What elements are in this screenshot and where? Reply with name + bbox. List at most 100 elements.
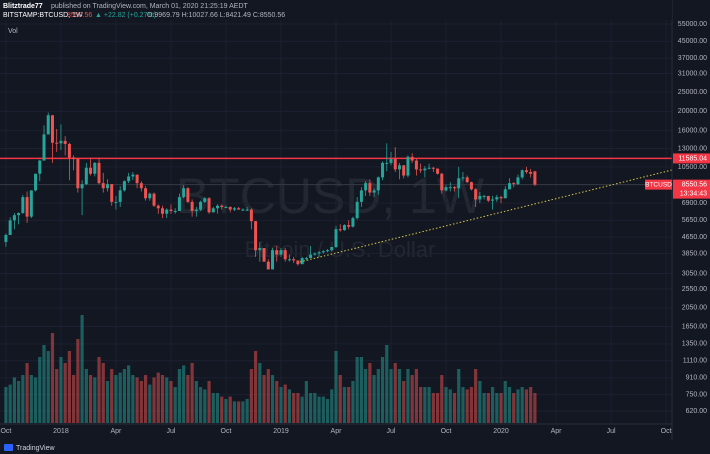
volume-bar [258,363,262,423]
y-tick-label: 1650.00 [682,323,707,330]
volume-bar [97,357,101,423]
candle-body [262,248,266,262]
volume-bar [249,369,253,423]
candle-body [491,199,495,201]
x-tick-label: 2018 [53,428,69,435]
volume-bar [55,369,59,423]
candle-body [122,181,126,191]
footer-bg [0,441,710,454]
volume-bar [385,345,389,423]
volume-bar [368,363,372,423]
volume-bar [241,401,245,423]
volume-bar [262,375,266,423]
volume-bar [76,339,80,423]
candle-body [338,229,342,231]
volume-bar [131,375,135,423]
volume-bar [25,363,29,423]
volume-bar [465,389,469,423]
candle-body [516,177,520,185]
volume-bar [182,365,186,423]
volume-bar [457,369,461,423]
volume-bar [165,377,169,423]
candle-body [228,206,232,210]
volume-bar [275,381,279,423]
volume-bar [347,387,351,423]
volume-bar [372,375,376,423]
candle-body [389,159,393,163]
y-tick-label: 2050.00 [682,305,707,312]
symbol-tag-label: BTCUSD [645,181,672,188]
y-tick-label: 16000.00 [678,127,707,134]
header-bg [0,0,672,20]
volume-bar [177,369,182,423]
volume-bar [160,375,165,423]
volume-bar [93,377,97,423]
volume-bar [397,369,402,423]
volume-bar [287,389,292,423]
volume-bar [169,381,173,423]
volume-bar [207,381,211,423]
volume-bar [143,375,148,423]
candle-body [448,187,452,189]
candle-body [29,190,33,217]
author: Blitztrade77 [3,3,43,10]
candle-body [177,197,181,211]
candle-body [131,174,135,177]
candle-body [478,195,482,200]
volume-bar [520,387,524,423]
volume-bar [490,387,495,423]
volume-bar [59,357,63,423]
candle-body [495,197,499,200]
volume-bar [253,351,258,423]
y-tick-label: 37000.00 [678,55,707,62]
volume-bar [364,369,368,423]
candle-body [12,215,16,221]
candle-body [224,206,228,208]
volume-bar [330,389,334,423]
volume-bar [88,375,93,423]
candle-body [512,183,516,185]
volume-bar [156,372,160,423]
volume-bar [431,393,435,423]
candle-body [258,248,262,251]
candle-body [186,188,190,202]
volume-bar [389,369,393,423]
candle-body [232,208,236,210]
candle-body [105,184,109,189]
countdown-label: 13:34:43 [680,190,707,197]
volume-bar [292,393,296,423]
symbol-tag [645,179,672,190]
volume-bar [110,369,114,423]
candle-body [520,170,524,178]
volume-bar [4,387,8,423]
x-tick-label: Jul [166,428,175,435]
candle-body [427,167,431,169]
y-tick-label: 45000.00 [678,38,707,45]
candle-body [482,195,486,197]
volume-bar [338,375,342,423]
volume-bar [300,396,304,423]
volume-bar [435,393,440,423]
candle-body [21,197,25,214]
candle-body [317,252,321,254]
candle-body [368,183,372,193]
candle-body [508,183,512,190]
volume-bar [380,357,385,423]
volume-bar [105,381,110,423]
candle-body [296,260,300,265]
candle-body [309,254,313,259]
volume-bar [469,387,474,423]
candle-body [199,201,203,210]
candle-body [152,193,156,206]
volume-bar [317,396,321,423]
candle-body [419,169,423,171]
volume-bar [313,393,317,423]
candle-body [203,198,207,202]
candle-body [38,160,42,174]
volume-bar [148,384,152,423]
volume-bar [444,387,448,423]
y-tick-label: 5650.00 [682,217,707,224]
candle-body [139,183,143,189]
volume-bar [533,393,537,423]
